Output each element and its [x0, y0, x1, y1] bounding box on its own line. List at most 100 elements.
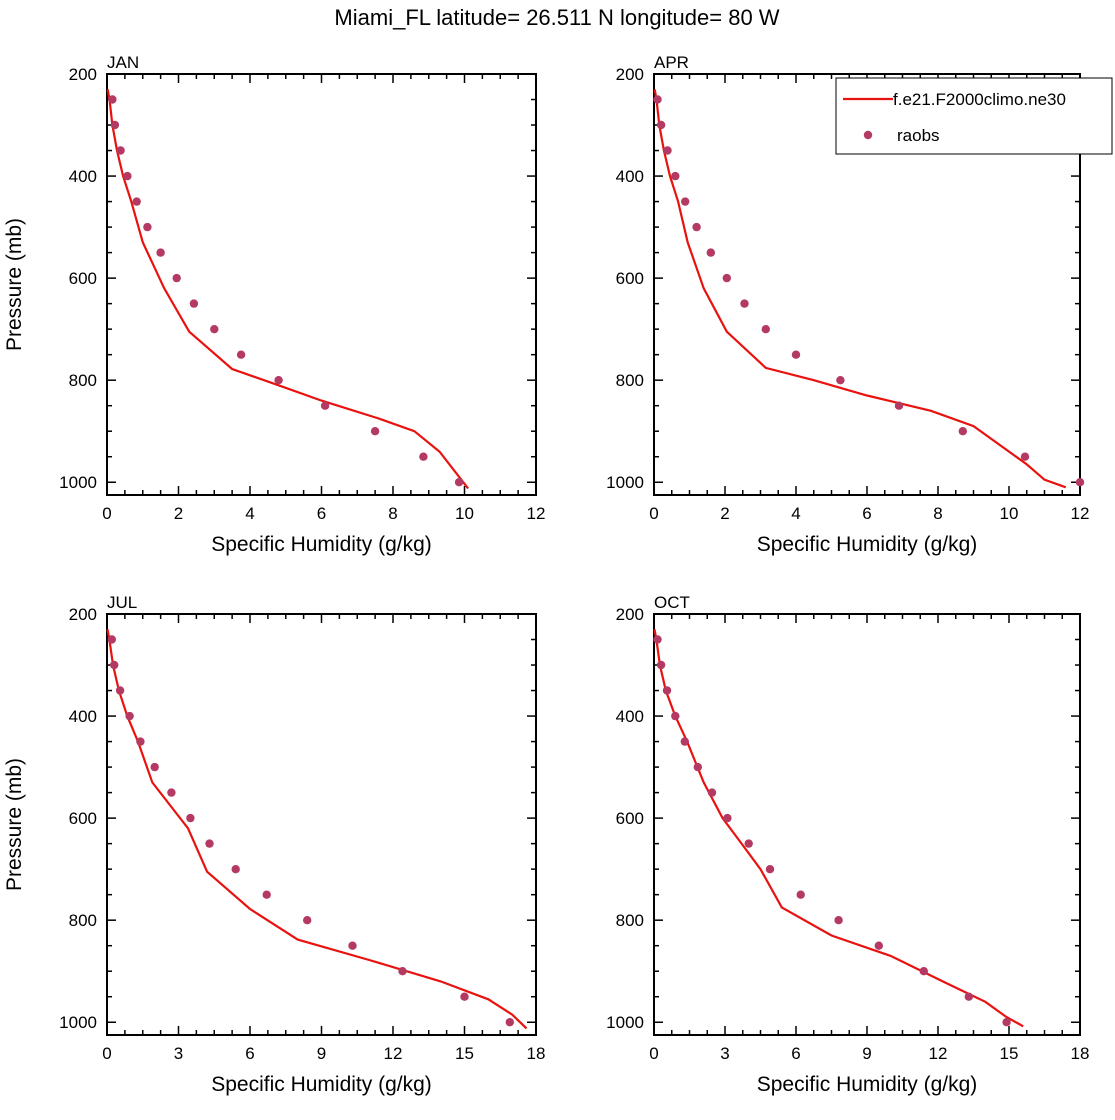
y-tick-label: 800	[616, 911, 644, 930]
x-axis-label: Specific Humidity (g/kg)	[211, 533, 432, 556]
obs-point	[761, 325, 770, 334]
obs-point	[125, 711, 134, 721]
x-tick-label: 6	[791, 1044, 800, 1063]
obs-point	[656, 120, 666, 130]
x-tick-label: 0	[102, 1044, 111, 1063]
y-tick-label: 600	[69, 269, 97, 288]
x-tick-label: 15	[455, 1044, 474, 1063]
legend-model-label: f.e21.F2000climo.ne30	[893, 90, 1066, 109]
obs-point	[791, 350, 801, 359]
obs-point	[348, 941, 357, 950]
x-tick-label: 8	[933, 504, 942, 523]
y-tick-label: 400	[616, 167, 644, 186]
y-tick-label: 200	[616, 605, 644, 624]
figure-title: Miami_FL latitude= 26.511 N longitude= 8…	[334, 5, 779, 30]
panel-label: APR	[654, 53, 689, 72]
obs-point	[156, 248, 165, 257]
x-tick-label: 3	[720, 1044, 729, 1063]
panel-apr: APR 0 2 4 6 8 10 12 200 400 600 800 1000 Specific Hum…	[606, 53, 1089, 556]
x-tick-label: 0	[102, 504, 111, 523]
legend: f.e21.F2000climo.ne30 raobs	[835, 77, 1113, 155]
plot-frame	[653, 613, 1081, 1036]
obs-point	[460, 992, 469, 1001]
x-tick-label: 12	[1071, 504, 1090, 523]
model-line	[653, 89, 1067, 489]
obs-point	[874, 941, 883, 950]
model-line	[106, 629, 528, 1030]
obs-point	[419, 452, 428, 461]
panel-jul: JUL 0 3 6 9 12 15 18 200 400 600 800 1000 Specific Hu…	[3, 593, 545, 1096]
x-tick-label: 12	[384, 1044, 403, 1063]
obs-point	[834, 916, 843, 925]
y-tick-label: 800	[69, 911, 97, 930]
model-line	[653, 629, 1024, 1028]
obs-point	[765, 865, 775, 874]
y-tick-label: 400	[616, 707, 644, 726]
x-tick-label: 2	[174, 504, 183, 523]
x-tick-label: 18	[1071, 1044, 1090, 1063]
x-tick-label: 10	[455, 504, 474, 523]
x-tick-label: 6	[317, 504, 326, 523]
obs-point	[740, 299, 749, 308]
y-tick-label: 600	[616, 269, 644, 288]
y-tick-label: 1000	[59, 1013, 97, 1032]
obs-point	[958, 427, 967, 436]
obs-point	[454, 478, 464, 487]
y-tick-label: 800	[616, 371, 644, 390]
model-line	[106, 89, 469, 490]
x-tick-label: 3	[174, 1044, 183, 1063]
obs-point	[1075, 478, 1085, 487]
legend-box	[835, 77, 1113, 155]
obs-point	[116, 146, 125, 155]
obs-point	[693, 762, 702, 772]
y-tick-label: 1000	[606, 1013, 644, 1032]
obs-point	[671, 711, 680, 721]
obs-point	[210, 325, 219, 334]
x-tick-label: 2	[720, 504, 729, 523]
legend-obs-marker	[863, 130, 873, 140]
obs-point	[964, 992, 973, 1001]
panel-label: OCT	[654, 593, 690, 612]
plot-frame	[106, 613, 537, 1036]
obs-point	[653, 635, 662, 644]
obs-point	[653, 95, 662, 104]
obs-point	[189, 299, 199, 308]
obs-point	[123, 171, 132, 181]
x-tick-label: 12	[527, 504, 546, 523]
y-tick-label: 400	[69, 167, 97, 186]
x-tick-label: 4	[791, 504, 800, 523]
obs-point	[744, 839, 753, 848]
obs-point	[706, 248, 715, 257]
y-tick-label: 1000	[606, 473, 644, 492]
obs-point	[320, 401, 330, 410]
obs-point	[723, 813, 732, 823]
panel-oct: OCT 0 3 6 9 12 15 18 200 400 600 800 1000 Specific Hu…	[606, 593, 1089, 1096]
obs-point	[894, 401, 904, 410]
obs-point	[370, 427, 380, 436]
obs-point	[707, 788, 717, 797]
obs-point	[680, 737, 689, 746]
obs-point	[236, 350, 246, 359]
obs-point	[110, 660, 119, 670]
plot-frame	[106, 73, 537, 496]
obs-point	[656, 660, 666, 670]
y-tick-label: 200	[69, 65, 97, 84]
x-tick-label: 0	[649, 504, 658, 523]
obs-point	[205, 839, 214, 848]
x-tick-label: 9	[862, 1044, 871, 1063]
obs-point	[231, 865, 240, 874]
x-axis-label: Specific Humidity (g/kg)	[211, 1073, 432, 1096]
y-tick-label: 200	[616, 65, 644, 84]
obs-point	[681, 197, 690, 206]
panel-jan: JAN 0 2 4 6 8 10 12 200 400 600 800 1000 Specific Hum…	[3, 53, 545, 556]
obs-point	[836, 376, 845, 385]
x-axis-label: Specific Humidity (g/kg)	[757, 533, 978, 556]
x-tick-label: 0	[649, 1044, 658, 1063]
y-tick-label: 1000	[59, 473, 97, 492]
obs-point	[662, 686, 672, 695]
y-axis-label: Pressure (mb)	[3, 218, 26, 351]
obs-point	[274, 376, 283, 385]
x-tick-label: 10	[1000, 504, 1019, 523]
legend-obs-label: raobs	[897, 126, 940, 145]
